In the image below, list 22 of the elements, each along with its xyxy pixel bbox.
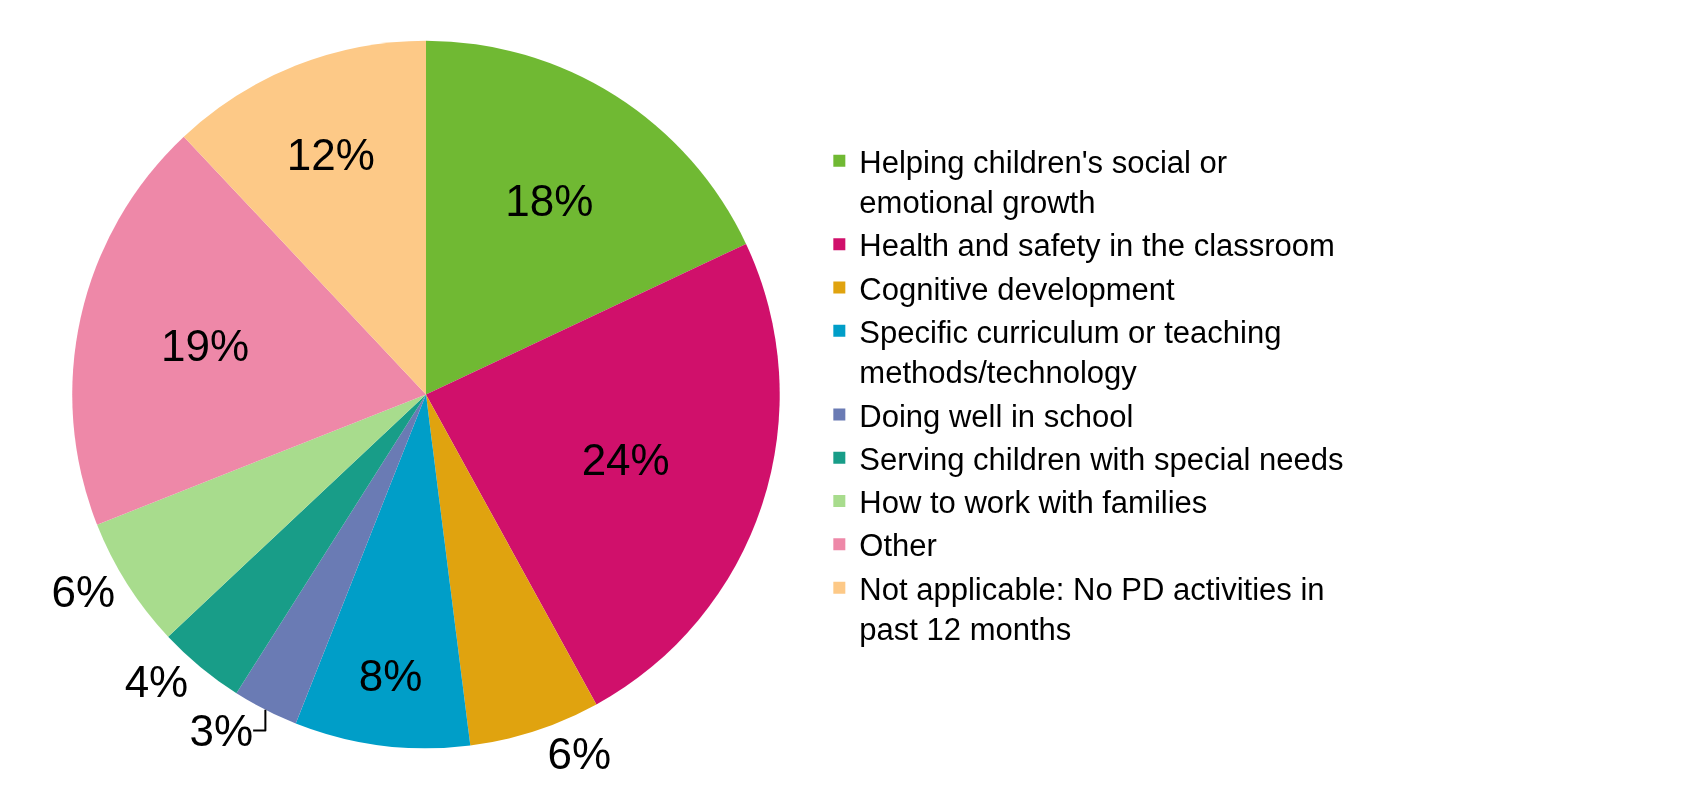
data-label: 6% — [51, 566, 116, 616]
legend-label: Doing well in school — [859, 398, 1134, 434]
data-label: 8% — [358, 651, 423, 701]
data-label: 3% — [189, 706, 254, 756]
legend-label: Cognitive development — [859, 271, 1176, 307]
legend-label: Specific curriculum or teaching methods/technology — [859, 314, 1282, 391]
data-label: 19% — [160, 320, 250, 370]
legend-label: Serving children with special needs — [859, 441, 1344, 477]
data-label: 24% — [581, 434, 670, 484]
legend-label: Other — [859, 528, 937, 564]
pie-slice — [425, 40, 747, 395]
data-label: 6% — [547, 728, 612, 778]
pie-slice — [425, 243, 780, 705]
legend-label: Health and safety in the classroom — [859, 228, 1335, 264]
legend-label: Not applicable: No PD activities in past 12 months — [859, 571, 1325, 648]
data-label: 4% — [124, 657, 189, 707]
data-label: 18% — [505, 175, 594, 225]
legend-label: Helping children's social or emotional growth — [859, 144, 1228, 221]
legend-label: How to work with families — [859, 485, 1208, 521]
pie-slice — [295, 394, 471, 749]
data-label: 12% — [286, 129, 375, 179]
pie-slice — [72, 136, 426, 525]
